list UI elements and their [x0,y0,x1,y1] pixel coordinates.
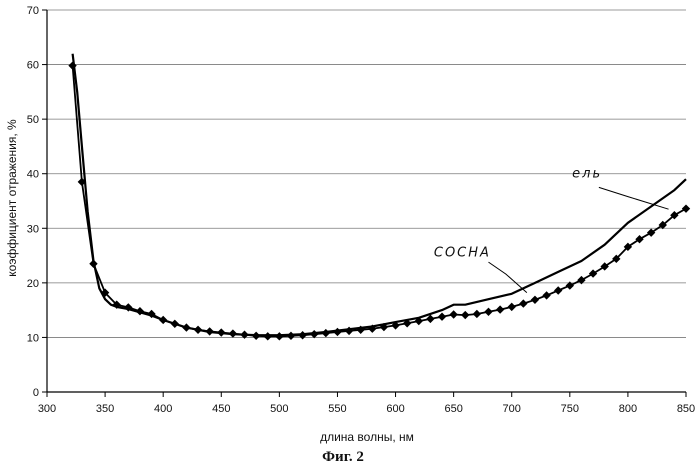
y-tick-label: 10 [27,332,39,344]
data-point-sosna [298,331,306,339]
data-point-sosna [171,320,179,328]
x-tick-label: 650 [444,403,462,415]
y-tick-label: 0 [33,387,39,399]
series-line-el [73,54,686,336]
data-point-sosna [217,328,225,336]
data-point-sosna [182,323,190,331]
data-point-sosna [508,303,516,311]
annotation-el: ель [572,167,602,182]
x-tick-label: 700 [503,403,521,415]
data-point-sosna [322,329,330,337]
data-point-sosna [496,305,504,313]
data-point-sosna [264,332,272,340]
plot-area [47,10,686,392]
x-tick-label: 400 [154,403,172,415]
data-point-sosna [252,332,260,340]
x-tick-label: 750 [561,403,579,415]
x-tick-label: 300 [38,403,56,415]
data-point-sosna [682,204,690,212]
data-point-sosna [229,329,237,337]
data-point-sosna [159,316,167,324]
y-tick-label: 30 [27,223,39,235]
x-tick-label: 450 [212,403,230,415]
annotations: ель СОСНА [434,167,669,293]
y-tick-label: 60 [27,60,39,72]
y-axis-title: коэффициент отражения, % [5,119,19,277]
data-point-sosna [194,326,202,334]
y-tick-label: 50 [27,114,39,126]
data-point-sosna [333,328,341,336]
x-tick-label: 600 [386,403,404,415]
data-point-sosna [287,332,295,340]
figure-caption: Фиг. 2 [322,449,364,465]
data-point-sosna [275,332,283,340]
x-axis-title: длина волны, нм [320,430,414,444]
data-point-sosna [473,310,481,318]
x-tick-label: 850 [677,403,695,415]
series-group [68,54,690,341]
data-point-sosna [519,299,527,307]
x-tick-label: 350 [96,403,114,415]
annotation-leader-sosna [488,262,526,293]
x-tick-label: 800 [619,403,637,415]
data-point-sosna [542,291,550,299]
data-point-sosna [554,286,562,294]
data-point-sosna [89,260,97,268]
annotation-leader-el [599,187,669,209]
y-tick-label: 40 [27,169,39,181]
y-tick-label: 70 [27,5,39,17]
data-point-sosna [589,269,597,277]
y-tick-label: 20 [27,278,39,290]
data-point-sosna [205,327,213,335]
x-tick-label: 550 [328,403,346,415]
data-point-sosna [461,311,469,319]
x-tick-label: 500 [270,403,288,415]
data-point-sosna [531,296,539,304]
data-point-sosna [449,310,457,318]
data-point-sosna [484,308,492,316]
annotation-sosna: СОСНА [434,246,491,261]
data-point-sosna [438,312,446,320]
x-axis: 300 350 400 450 500 550 600 650 700 750 800 850 [38,392,695,415]
y-axis: 0 10 20 30 40 50 60 70 [27,5,47,399]
series-line-sosna [73,66,686,337]
